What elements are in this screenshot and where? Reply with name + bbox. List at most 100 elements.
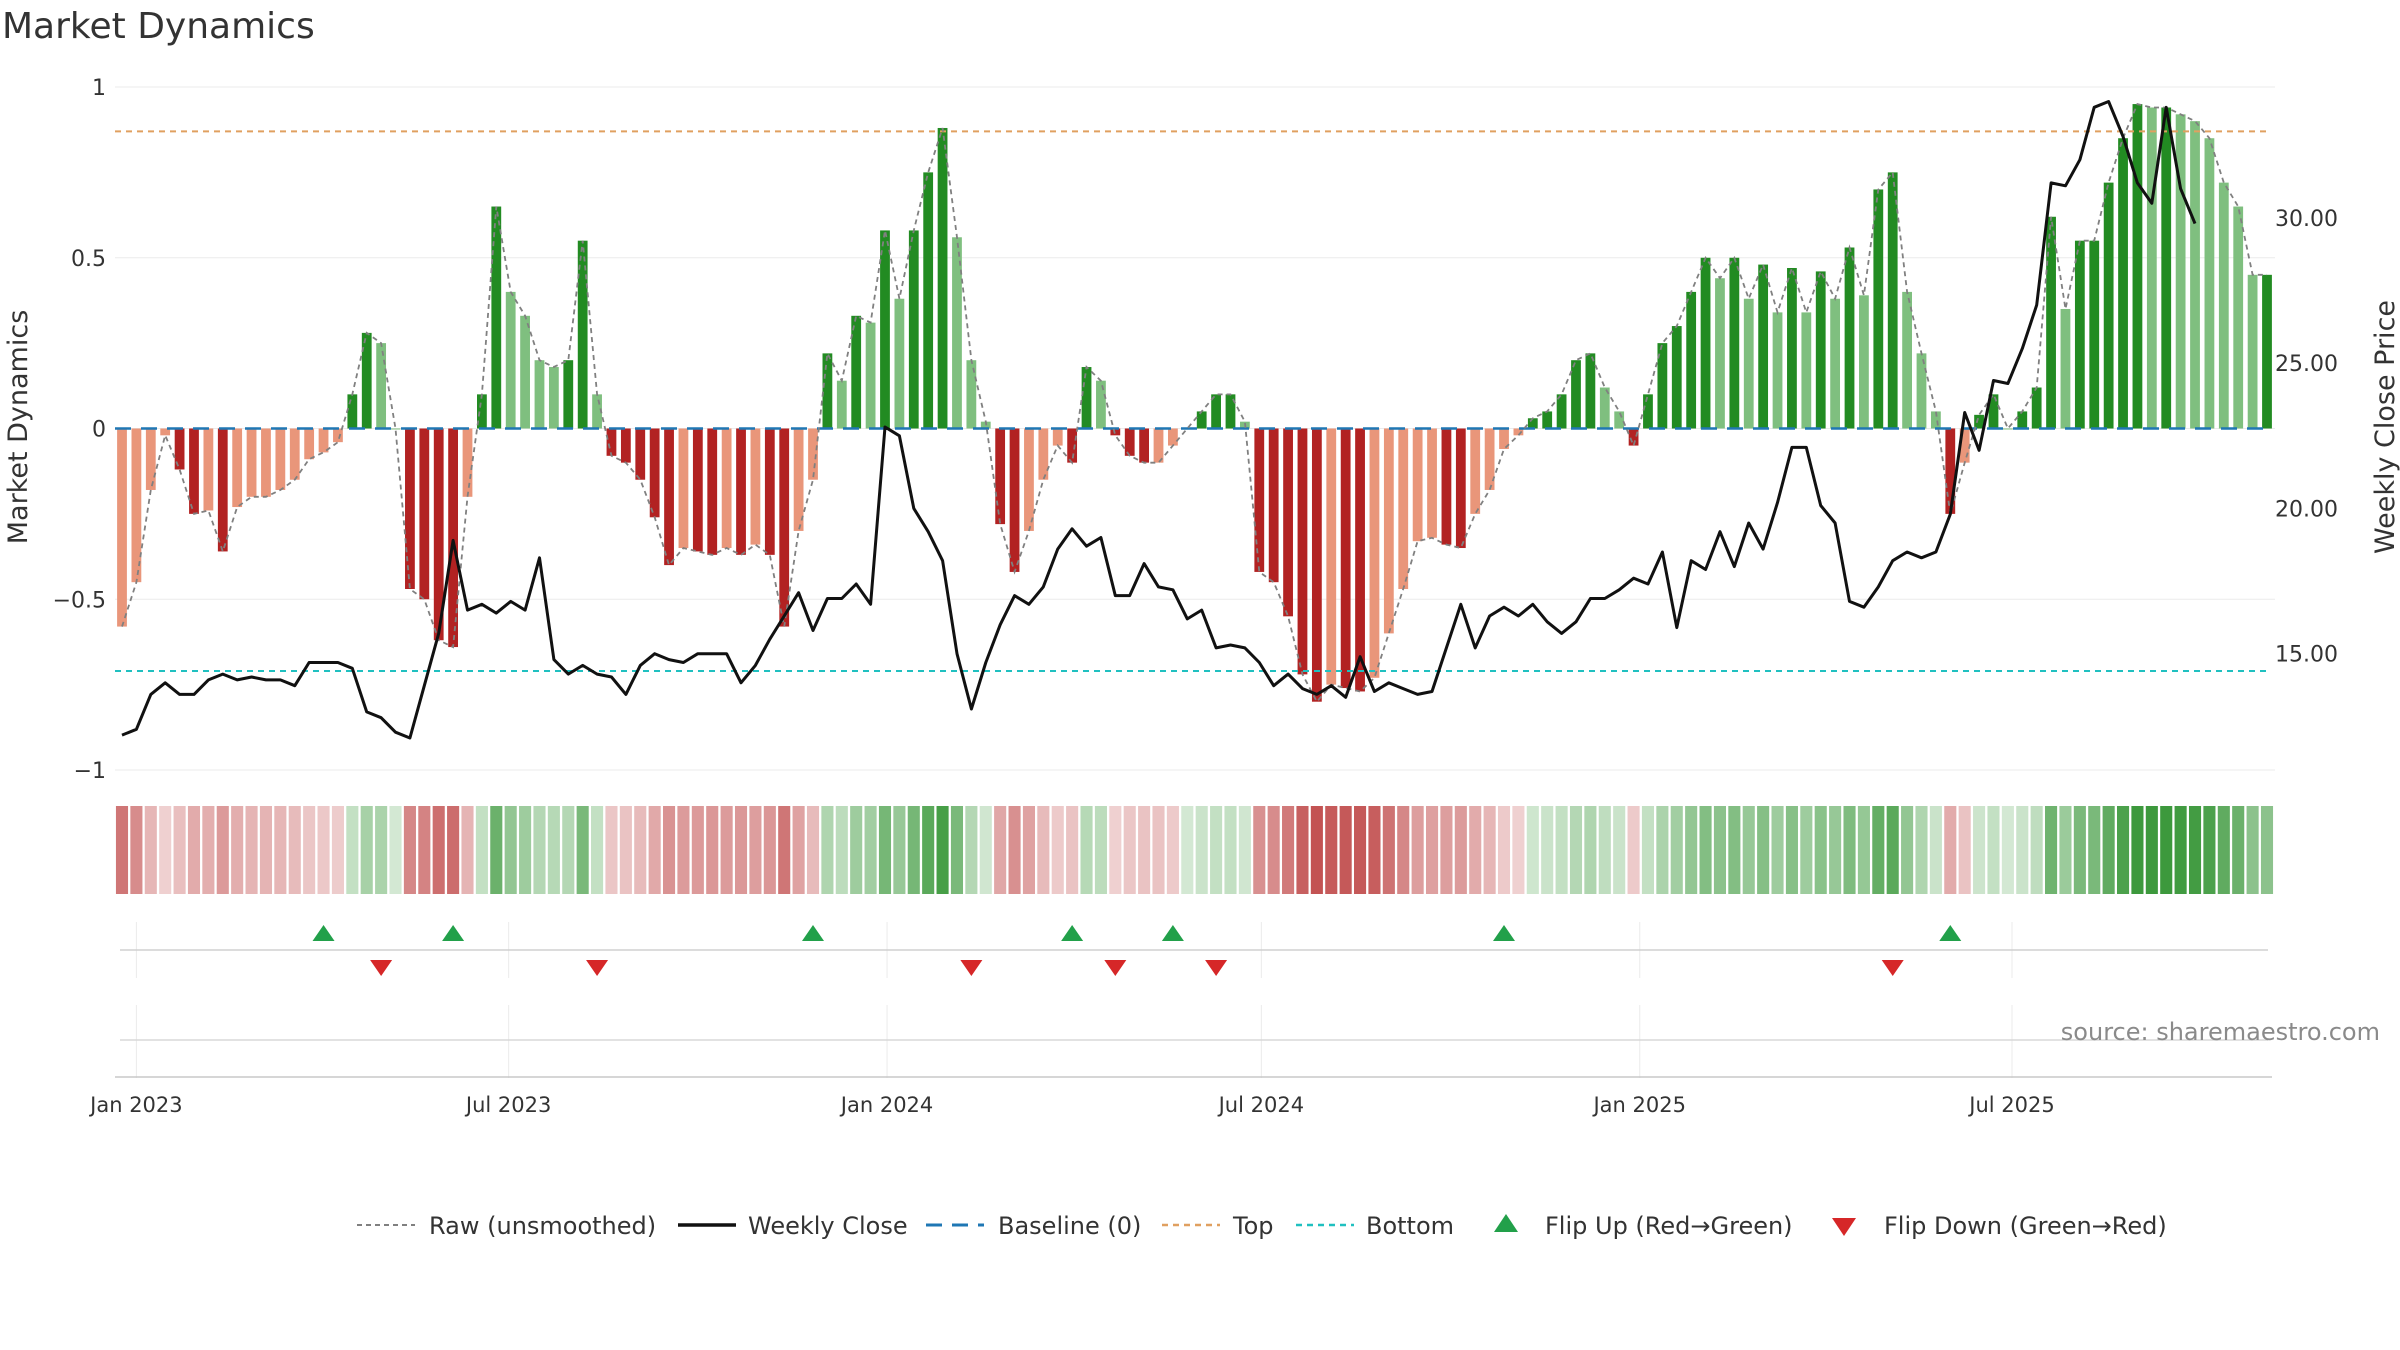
heat-cell (1656, 806, 1669, 894)
heat-cell (605, 806, 618, 894)
y-tick-label: 1 (92, 76, 106, 101)
flip-up-marker (1061, 925, 1084, 941)
bar (1859, 295, 1869, 429)
heat-cell (1641, 806, 1655, 894)
bar (1571, 360, 1581, 429)
bar (2074, 240, 2085, 429)
heat-cell (259, 806, 273, 894)
heat-cell (2088, 806, 2101, 894)
bar (721, 428, 732, 549)
heat-cell (1138, 806, 1151, 894)
bar (592, 394, 602, 429)
legend-flip-up-label: Flip Up (Red→Green) (1545, 1212, 1793, 1240)
heat-cell (1454, 806, 1467, 894)
bar (822, 353, 833, 429)
heat-cell (1973, 806, 1986, 894)
bar (217, 428, 228, 552)
source-credit: source: sharemaestro.com (2061, 1018, 2380, 1046)
x-tick-label: Jan 2024 (839, 1093, 934, 1117)
bar (1455, 428, 1466, 549)
heat-cell (1339, 806, 1352, 894)
bar (376, 343, 387, 429)
y2-tick-label: 25.00 (2275, 352, 2338, 377)
bar (2218, 182, 2229, 429)
legend-raw-label: Raw (unsmoothed) (429, 1212, 656, 1240)
bar (2060, 308, 2071, 429)
heat-cell (1901, 806, 1914, 894)
bar (1873, 189, 1884, 429)
heat-cell (806, 806, 820, 894)
bar (707, 428, 718, 555)
flip-up-marker (1493, 925, 1516, 941)
bar (1930, 411, 1941, 429)
heat-cell (1195, 806, 1208, 894)
bar (1484, 428, 1495, 490)
bar (203, 428, 214, 511)
heat-cell (1742, 806, 1755, 894)
heat-cell (1181, 806, 1194, 894)
bar (880, 230, 890, 429)
y-axis-label: Market Dynamics (3, 310, 34, 545)
heat-cell (1944, 806, 1957, 894)
bar (2002, 428, 2013, 430)
heat-cell (576, 806, 589, 894)
heat-cell (1282, 806, 1295, 894)
bar (520, 315, 530, 429)
heat-cell (965, 806, 978, 894)
bar (851, 315, 862, 429)
x-tick-label: Jan 2025 (1591, 1093, 1686, 1117)
bar (2089, 240, 2100, 429)
heat-cell (2116, 806, 2130, 894)
heat-cell (533, 806, 546, 894)
bar (1643, 394, 1653, 429)
heat-cell (1526, 806, 1539, 894)
bar (448, 428, 459, 648)
bar (836, 380, 847, 429)
heat-cell (187, 806, 201, 894)
legend-baseline-label: Baseline (0) (998, 1212, 1141, 1240)
bar (261, 428, 271, 497)
heat-cell (1613, 806, 1626, 894)
heat-cell (950, 806, 964, 894)
heat-cell (1757, 806, 1770, 894)
flip-up-marker (312, 925, 335, 941)
heat-cell (303, 806, 316, 894)
heat-cell (490, 806, 503, 894)
bar (1945, 428, 1956, 514)
bar (1902, 291, 1912, 429)
bar (1096, 380, 1106, 429)
flip-down-marker (1881, 960, 1904, 976)
heat-cell (778, 806, 791, 894)
heat-cell (202, 806, 215, 894)
heat-cell (922, 806, 935, 894)
heat-cell (1224, 806, 1237, 894)
heat-cell (1411, 806, 1424, 894)
bar (2103, 182, 2114, 429)
heat-cell (1814, 806, 1827, 894)
heat-cell (1325, 806, 1338, 894)
heat-cell (216, 806, 229, 894)
heat-cell (1785, 806, 1798, 894)
heat-cell (821, 806, 834, 894)
bar (2190, 121, 2200, 429)
heat-cell (893, 806, 906, 894)
bar (577, 240, 588, 429)
bar (1887, 172, 1898, 429)
bar (1715, 278, 1725, 429)
heat-cell (360, 806, 373, 894)
bar (246, 428, 257, 497)
bar (1815, 271, 1826, 429)
heat-cell (1800, 806, 1813, 894)
bar (1427, 428, 1437, 538)
heat-cell (1958, 806, 1971, 894)
heat-cell (1469, 806, 1482, 894)
legend-flip-down-label: Flip Down (Green→Red) (1884, 1212, 2167, 1240)
flip-up-marker (442, 925, 465, 941)
heat-cell (720, 806, 733, 894)
flip-up-marker (1161, 925, 1184, 941)
bar (1758, 264, 1769, 429)
bar (2233, 206, 2244, 429)
heat-cell (375, 806, 388, 894)
heat-cell (2260, 806, 2274, 894)
heat-cell (864, 806, 877, 894)
